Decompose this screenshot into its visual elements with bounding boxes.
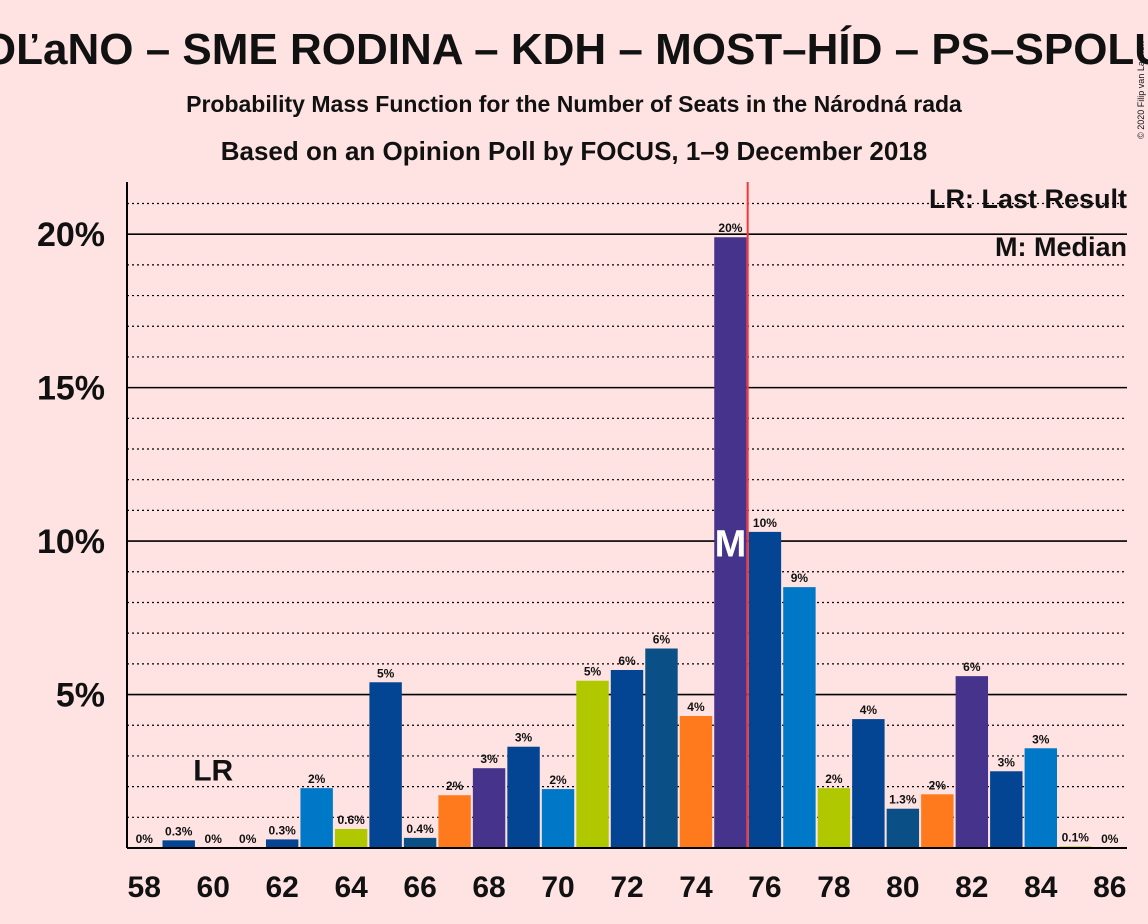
- x-tick-label: 72: [610, 871, 643, 904]
- bar-seats-67: [438, 795, 471, 848]
- x-tick-label: 64: [334, 871, 368, 904]
- bar-seats-66: [403, 837, 437, 848]
- bar-label-seats-82: 6%: [963, 660, 981, 674]
- bar-seats-62: [265, 839, 299, 848]
- bar-label-seats-79: 4%: [860, 703, 878, 717]
- y-tick-label: 10%: [37, 523, 105, 561]
- x-tick-label: 70: [541, 871, 574, 904]
- bar-label-seats-65: 5%: [377, 666, 395, 680]
- bar-label-seats-63: 2%: [308, 772, 326, 786]
- x-tick-label: 66: [403, 871, 436, 904]
- bar-label-seats-62: 0.3%: [268, 823, 296, 837]
- copyright-notice: © 2020 Filip van Laenen: [1136, 41, 1146, 139]
- bar-label-seats-58: 0%: [136, 832, 154, 846]
- x-tick-label: 58: [128, 871, 161, 904]
- last-result-marker: LR: [193, 754, 233, 787]
- bar-label-seats-81: 2%: [929, 778, 947, 792]
- bar-label-seats-78: 2%: [825, 772, 843, 786]
- y-tick-label: 5%: [56, 677, 105, 715]
- bar-label-seats-86: 0%: [1101, 832, 1119, 846]
- bar-label-seats-59: 0.3%: [165, 824, 193, 838]
- bar-label-seats-83: 3%: [998, 755, 1016, 769]
- bar-seats-73: [645, 648, 678, 848]
- chart-title: OĽaNO – SME RODINA – KDH – MOST–HÍD – PS…: [0, 24, 1148, 74]
- x-tick-label: 74: [679, 871, 713, 904]
- bar-seats-64: [334, 828, 368, 848]
- bar-label-seats-85: 0.1%: [1062, 830, 1090, 844]
- bar-label-seats-68: 3%: [480, 752, 498, 766]
- bar-label-seats-69: 3%: [515, 731, 533, 745]
- y-tick-label: 15%: [37, 370, 105, 408]
- x-tick-label: 78: [817, 871, 850, 904]
- bar-seats-81: [921, 794, 954, 848]
- x-tick-label: 80: [886, 871, 919, 904]
- bar-seats-71: [576, 680, 609, 848]
- bar-label-seats-77: 9%: [791, 571, 809, 585]
- legend-last-result: LR: Last Result: [929, 184, 1127, 214]
- chart-source: Based on an Opinion Poll by FOCUS, 1–9 D…: [221, 136, 928, 166]
- legend-median: M: Median: [995, 232, 1127, 262]
- bars: [162, 237, 1092, 848]
- gridlines: [127, 202, 1127, 818]
- bar-seats-76: [748, 531, 782, 848]
- bar-label-seats-71: 5%: [584, 665, 602, 679]
- x-tick-label: 62: [265, 871, 298, 904]
- bar-label-seats-67: 2%: [446, 779, 464, 793]
- bar-labels: 0% 0.3% 0% 0% 0.3% 2% 0.6% 5% 0.4% 2% 3% 3% 2% 5% 6% 6%…: [136, 221, 1119, 846]
- x-tick-label: 76: [748, 871, 781, 904]
- bar-seats-59: [162, 840, 195, 848]
- bar-label-seats-75: 20%: [718, 221, 742, 235]
- x-tick-label: 84: [1024, 871, 1058, 904]
- bar-seats-80: [886, 808, 920, 848]
- bar-seats-65: [369, 682, 402, 848]
- bar-seats-83: [990, 771, 1023, 848]
- bar-label-seats-60: 0%: [205, 832, 223, 846]
- chart-subtitle: Probability Mass Function for the Number…: [186, 91, 962, 117]
- bar-seats-72: [610, 669, 644, 848]
- x-tick-label: 68: [472, 871, 505, 904]
- bar-label-seats-72: 6%: [618, 654, 636, 668]
- x-tick-label: 86: [1093, 871, 1126, 904]
- bar-label-seats-64: 0.6%: [337, 813, 365, 827]
- bar-label-seats-66: 0.4%: [406, 822, 434, 836]
- bar-label-seats-73: 6%: [653, 633, 671, 647]
- bar-seats-68: [472, 768, 506, 848]
- bar-seats-70: [541, 789, 575, 848]
- bar-label-seats-61: 0%: [239, 832, 257, 846]
- bar-seats-84: [1024, 748, 1057, 848]
- bar-label-seats-70: 2%: [549, 773, 567, 787]
- x-tick-label: 60: [197, 871, 230, 904]
- axes: 5% 10% 15% 20% 58 60 62 64 66 68 70 72 74 76 78 80 82 84 8…: [37, 182, 1127, 904]
- bar-label-seats-76: 10%: [753, 516, 777, 530]
- x-tick-label: 82: [955, 871, 988, 904]
- bar-seats-74: [679, 716, 713, 848]
- bar-label-seats-84: 3%: [1032, 732, 1050, 746]
- bar-seats-79: [852, 719, 885, 848]
- bar-seats-82: [955, 676, 989, 848]
- bar-seats-77: [783, 587, 816, 848]
- y-tick-label: 20%: [37, 216, 105, 254]
- bar-seats-78: [817, 788, 851, 848]
- bar-seats-63: [300, 788, 333, 848]
- bar-seats-69: [507, 746, 540, 848]
- bar-label-seats-80: 1.3%: [889, 793, 917, 807]
- median-marker: M: [715, 524, 747, 566]
- bar-label-seats-74: 4%: [687, 700, 705, 714]
- bar-seats-75: [714, 237, 747, 848]
